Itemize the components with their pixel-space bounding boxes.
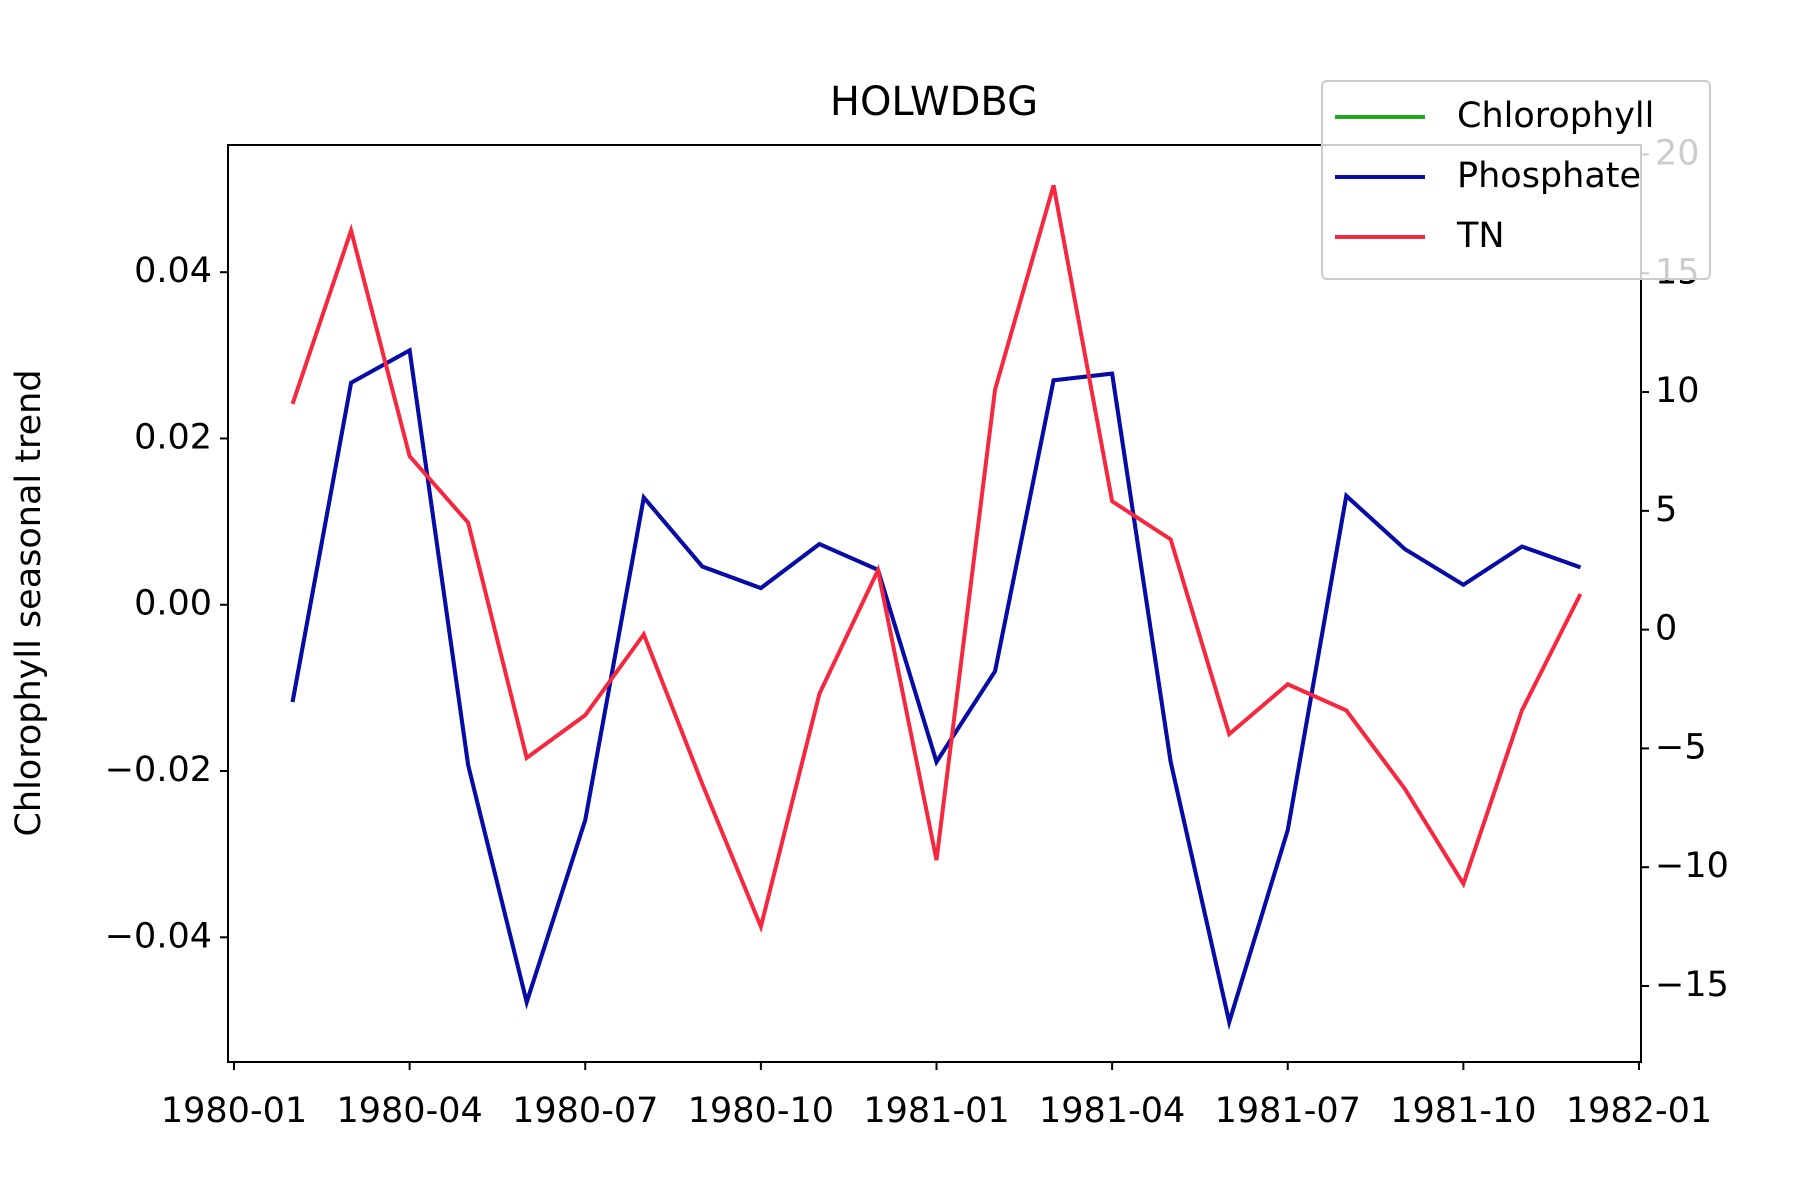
- y2-tick-label: 0: [1655, 609, 1677, 649]
- x-tick-label: 1982-01: [1566, 1091, 1712, 1131]
- chart-title: HOLWDBG: [830, 79, 1038, 125]
- legend-label: Chlorophyll: [1457, 96, 1654, 136]
- x-tick-label: 1981-04: [1039, 1091, 1185, 1131]
- x-tick-label: 1981-10: [1390, 1091, 1536, 1131]
- x-tick-label: 1980-04: [337, 1091, 483, 1131]
- plot-frame: [227, 144, 1642, 1063]
- y2-tick-label: 5: [1655, 490, 1677, 530]
- y2-tick-label: −10: [1655, 846, 1729, 886]
- x-tick-label: 1980-01: [161, 1091, 307, 1131]
- x-tick-label: 1981-01: [863, 1091, 1009, 1131]
- x-tick-label: 1980-07: [512, 1091, 658, 1131]
- y-tick-label: −0.04: [105, 916, 212, 956]
- legend-label: TN: [1456, 216, 1505, 256]
- y-tick-label: 0.04: [134, 251, 212, 291]
- legend-label: Phosphate: [1457, 156, 1641, 196]
- y2-tick-label: −15: [1655, 965, 1729, 1005]
- y-tick-label: 0.00: [134, 584, 212, 624]
- y2-tick-label: 10: [1655, 371, 1700, 411]
- legend-box: [1321, 80, 1711, 280]
- legend: Chlorophyll Phosphate TN: [1321, 80, 1711, 280]
- x-tick-label: 1980-10: [688, 1091, 834, 1131]
- series-line: [290, 347, 1582, 1030]
- x-tick-label: 1981-07: [1215, 1091, 1361, 1131]
- y-tick-label: 0.02: [134, 417, 212, 457]
- series-line: [290, 184, 1583, 933]
- y-axis-label: Chlorophyll seasonal trend: [9, 369, 49, 836]
- y-tick-label: −0.02: [105, 750, 212, 790]
- series-line: [290, 347, 1582, 1030]
- y2-tick-label: −5: [1655, 727, 1707, 767]
